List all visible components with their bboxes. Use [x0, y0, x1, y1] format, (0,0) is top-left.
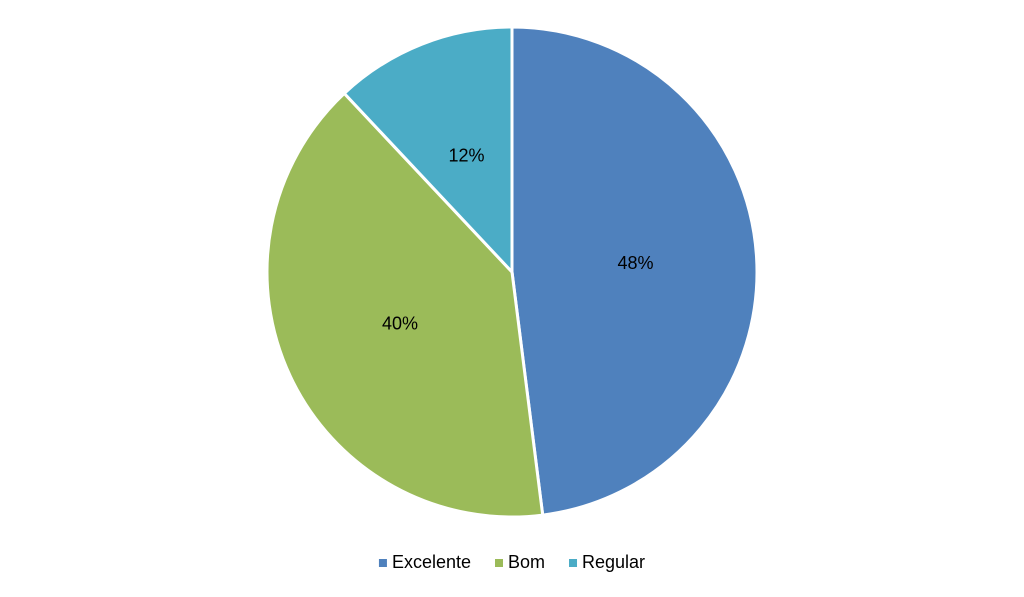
legend-swatch — [378, 559, 387, 567]
legend-label: Bom — [508, 552, 545, 572]
legend-swatch — [569, 559, 578, 567]
data-label: 48% — [617, 253, 653, 273]
pie-slice — [510, 25, 759, 517]
legend-label: Excelente — [392, 552, 471, 572]
legend-label: Regular — [582, 552, 645, 572]
data-label: 12% — [448, 146, 484, 166]
pie-slice — [342, 25, 514, 276]
pie-slice — [265, 91, 545, 519]
legend-swatch — [495, 559, 503, 567]
data-label: 40% — [382, 313, 418, 333]
